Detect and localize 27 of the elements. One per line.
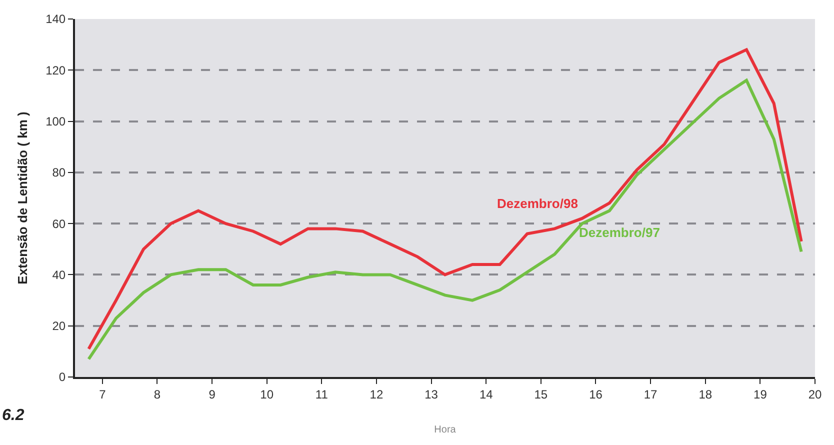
series-label: Dezembro/98 bbox=[497, 196, 578, 211]
y-tick-label: 0 bbox=[58, 370, 66, 384]
x-tick-label: 16 bbox=[589, 387, 603, 402]
y-tick-label: 120 bbox=[46, 63, 66, 78]
x-axis-title: Hora bbox=[434, 424, 456, 436]
x-tick-label: 11 bbox=[315, 387, 328, 402]
x-tick-label: 13 bbox=[424, 387, 438, 402]
y-tick-label: 20 bbox=[52, 319, 66, 334]
x-tick-label: 9 bbox=[208, 387, 216, 402]
x-tick-label: 19 bbox=[754, 387, 768, 402]
x-tick-label: 8 bbox=[154, 387, 161, 402]
text: 6.2 bbox=[2, 407, 24, 424]
x-tick-label: 10 bbox=[260, 387, 274, 402]
y-tick-label: 80 bbox=[52, 166, 66, 180]
x-tick-label: 15 bbox=[534, 387, 548, 402]
y-tick-label: 40 bbox=[52, 268, 66, 282]
x-tick-label: 12 bbox=[370, 387, 384, 402]
y-tick-label: 60 bbox=[52, 216, 66, 231]
x-tick-label: 20 bbox=[808, 387, 822, 402]
x-tick-label: 18 bbox=[698, 387, 712, 402]
series-label: Dezembro/97 bbox=[579, 225, 660, 240]
x-tick-label: 17 bbox=[644, 387, 658, 402]
y-tick-label: 100 bbox=[46, 114, 66, 128]
y-tick-label: 140 bbox=[46, 12, 66, 26]
x-tick-label: 14 bbox=[479, 387, 494, 402]
y-axis-title: Extensão de Lentidão ( km ) bbox=[15, 112, 30, 284]
x-tick-label: 7 bbox=[99, 387, 106, 402]
